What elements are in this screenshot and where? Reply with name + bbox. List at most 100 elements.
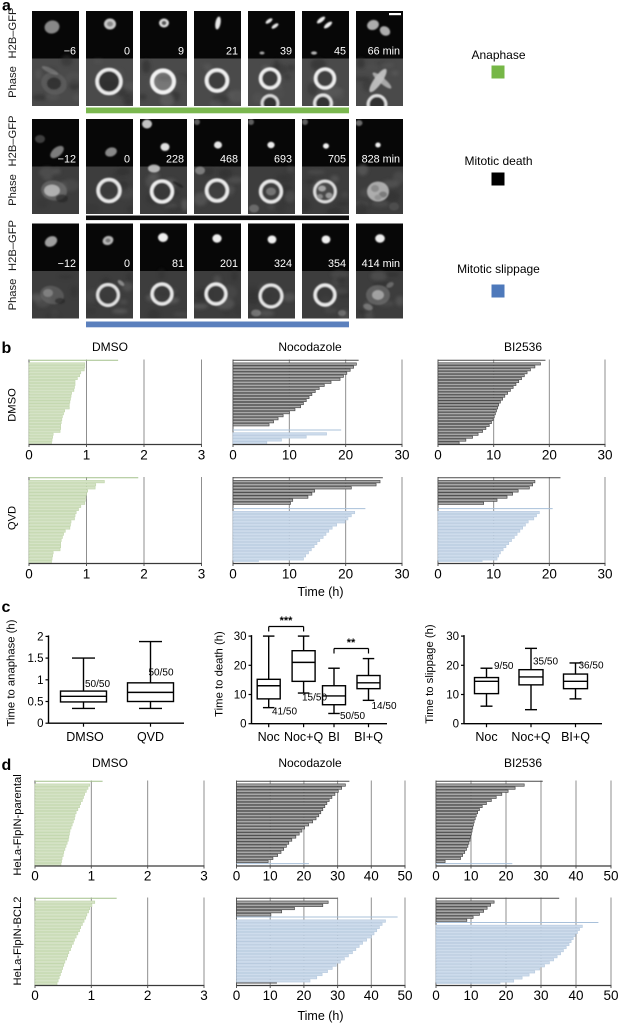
svg-text:Time to anaphase (h): Time to anaphase (h) [6, 619, 18, 726]
svg-text:30: 30 [330, 869, 345, 884]
svg-text:10: 10 [486, 448, 501, 463]
svg-text:Time to slippage (h): Time to slippage (h) [424, 624, 436, 724]
svg-text:BI+Q: BI+Q [561, 730, 590, 744]
svg-text:81: 81 [172, 258, 184, 270]
svg-text:0: 0 [434, 567, 442, 582]
svg-text:2: 2 [140, 567, 148, 582]
svg-text:50/50: 50/50 [149, 668, 174, 679]
svg-text:***: *** [280, 615, 294, 627]
svg-text:BI2536: BI2536 [504, 756, 542, 770]
svg-text:50: 50 [603, 988, 618, 1003]
svg-text:d: d [2, 757, 12, 774]
svg-text:Phase: Phase [7, 66, 19, 98]
svg-text:10: 10 [486, 567, 501, 582]
svg-text:Mitotic death: Mitotic death [464, 154, 532, 168]
svg-text:45: 45 [334, 46, 346, 58]
svg-text:40: 40 [568, 988, 583, 1003]
svg-text:1: 1 [88, 869, 96, 884]
svg-text:50: 50 [603, 869, 618, 884]
svg-text:1: 1 [37, 675, 43, 687]
svg-text:20: 20 [542, 448, 557, 463]
svg-text:20: 20 [542, 567, 557, 582]
svg-text:39: 39 [280, 46, 292, 58]
svg-text:354: 354 [328, 258, 346, 270]
svg-text:50: 50 [397, 988, 412, 1003]
svg-text:0: 0 [31, 869, 39, 884]
svg-text:20: 20 [446, 660, 459, 672]
svg-text:a: a [2, 0, 11, 15]
svg-text:Noc+Q: Noc+Q [511, 730, 551, 744]
svg-text:−6: −6 [64, 46, 76, 58]
svg-text:Time (h): Time (h) [297, 1009, 343, 1023]
svg-text:40: 40 [568, 869, 583, 884]
svg-text:20: 20 [338, 567, 353, 582]
svg-text:0: 0 [229, 567, 237, 582]
svg-text:H2B–GFP: H2B–GFP [7, 220, 19, 271]
svg-text:−12: −12 [58, 154, 76, 166]
svg-text:0.5: 0.5 [28, 697, 44, 709]
svg-text:20: 20 [498, 988, 513, 1003]
svg-text:414 min: 414 min [362, 258, 400, 270]
svg-text:828 min: 828 min [362, 154, 400, 166]
svg-text:50/50: 50/50 [85, 679, 110, 690]
svg-text:50: 50 [397, 869, 412, 884]
svg-text:0: 0 [233, 988, 241, 1003]
svg-text:30: 30 [234, 631, 247, 643]
svg-text:0: 0 [25, 448, 33, 463]
svg-text:0: 0 [37, 718, 43, 730]
svg-text:3: 3 [198, 567, 206, 582]
svg-text:BI2536: BI2536 [504, 340, 542, 354]
svg-text:0: 0 [434, 448, 442, 463]
svg-text:35/50: 35/50 [533, 657, 558, 668]
svg-text:H2B–GFP: H2B–GFP [7, 116, 19, 167]
svg-text:10: 10 [463, 988, 478, 1003]
svg-text:66 min: 66 min [368, 46, 400, 58]
svg-text:H2B–GFP: H2B–GFP [7, 8, 19, 59]
svg-text:20: 20 [296, 869, 311, 884]
svg-text:Noc: Noc [258, 730, 280, 744]
svg-text:3: 3 [200, 869, 208, 884]
svg-text:DMSO: DMSO [7, 388, 19, 422]
svg-text:0: 0 [124, 258, 130, 270]
svg-text:3: 3 [200, 988, 208, 1003]
svg-text:10: 10 [446, 690, 459, 702]
svg-text:30: 30 [597, 567, 612, 582]
svg-text:0: 0 [124, 154, 130, 166]
svg-text:1.5: 1.5 [28, 653, 44, 665]
svg-text:0: 0 [240, 719, 246, 731]
svg-text:Phase: Phase [7, 174, 19, 206]
svg-text:30: 30 [394, 448, 409, 463]
svg-text:Noc: Noc [475, 730, 497, 744]
svg-text:Nocodazole: Nocodazole [278, 340, 342, 354]
svg-text:Time (h): Time (h) [297, 585, 343, 599]
svg-text:10: 10 [263, 988, 278, 1003]
svg-text:10: 10 [263, 869, 278, 884]
svg-text:9: 9 [178, 46, 184, 58]
svg-text:14/50: 14/50 [372, 701, 397, 712]
svg-text:693: 693 [274, 154, 292, 166]
svg-text:DMSO: DMSO [92, 340, 128, 354]
svg-text:40: 40 [364, 988, 379, 1003]
svg-text:HeLa-FlpIN-parental: HeLa-FlpIN-parental [12, 774, 24, 875]
svg-text:BI+Q: BI+Q [354, 730, 383, 744]
svg-text:324: 324 [274, 258, 292, 270]
svg-text:Nocodazole: Nocodazole [278, 756, 342, 770]
svg-text:Time to death (h): Time to death (h) [214, 631, 226, 717]
svg-text:c: c [2, 599, 11, 616]
svg-text:10: 10 [282, 567, 297, 582]
svg-text:0: 0 [31, 988, 39, 1003]
svg-text:40: 40 [364, 869, 379, 884]
svg-text:21: 21 [226, 46, 238, 58]
svg-text:41/50: 41/50 [272, 707, 297, 718]
svg-text:QVD: QVD [137, 730, 164, 744]
svg-text:9/50: 9/50 [494, 661, 514, 672]
svg-text:BI: BI [328, 730, 340, 744]
svg-text:0: 0 [432, 988, 440, 1003]
svg-text:1: 1 [88, 988, 96, 1003]
svg-text:36/50: 36/50 [579, 661, 604, 672]
svg-text:201: 201 [220, 258, 238, 270]
svg-text:30: 30 [533, 988, 548, 1003]
svg-text:30: 30 [330, 988, 345, 1003]
svg-text:0: 0 [124, 46, 130, 58]
svg-text:2: 2 [37, 631, 43, 643]
